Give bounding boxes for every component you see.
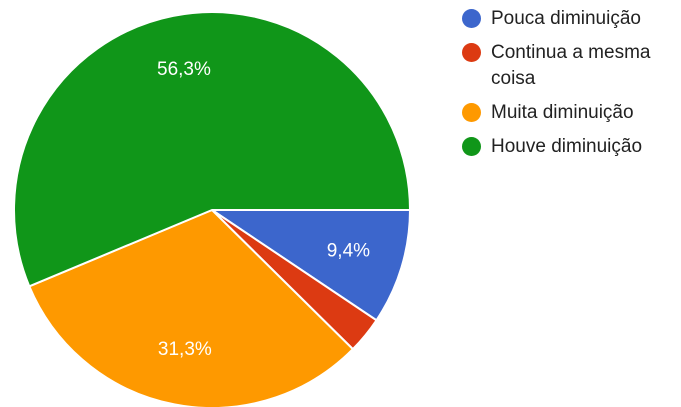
data-label-muita-diminuicao: 31,3% [158,339,212,360]
legend-swatch-pouca-diminuicao [462,9,481,28]
data-label-houve-diminuicao: 56,3% [157,59,211,80]
legend-item-pouca-diminuicao: Pouca diminuição [462,6,677,32]
pie-slice-houve-diminuicao [13,11,412,288]
pie-slices [13,11,412,407]
legend-swatch-muita-diminuicao [462,103,481,122]
legend-item-muita-diminuicao: Muita diminuição [462,100,677,126]
legend-label-muita-diminuicao: Muita diminuição [491,102,634,123]
legend-swatch-houve-diminuicao [462,137,481,156]
pie-slice-pouca-diminuicao [208,209,412,322]
pie-slice-muita-diminuicao [28,208,355,407]
legend-swatch-continua-a-mesma-coisa [462,43,481,62]
legend-item-houve-diminuicao: Houve diminuição [462,134,677,160]
legend-label-pouca-diminuicao: Pouca diminuição [491,8,641,29]
legend-label-continua-a-mesma-coisa: Continua a mesma coisa [491,42,651,89]
data-label-pouca-diminuicao: 9,4% [327,241,370,262]
legend-label-houve-diminuicao: Houve diminuição [491,136,643,157]
pie-data-labels: 9,4% 31,3% 56,3% [157,59,370,360]
legend-item-continua-a-mesma-coisa: Continua a mesma coisa [462,40,677,92]
chart-legend: Pouca diminuição Continua a mesma coisa … [462,6,677,168]
